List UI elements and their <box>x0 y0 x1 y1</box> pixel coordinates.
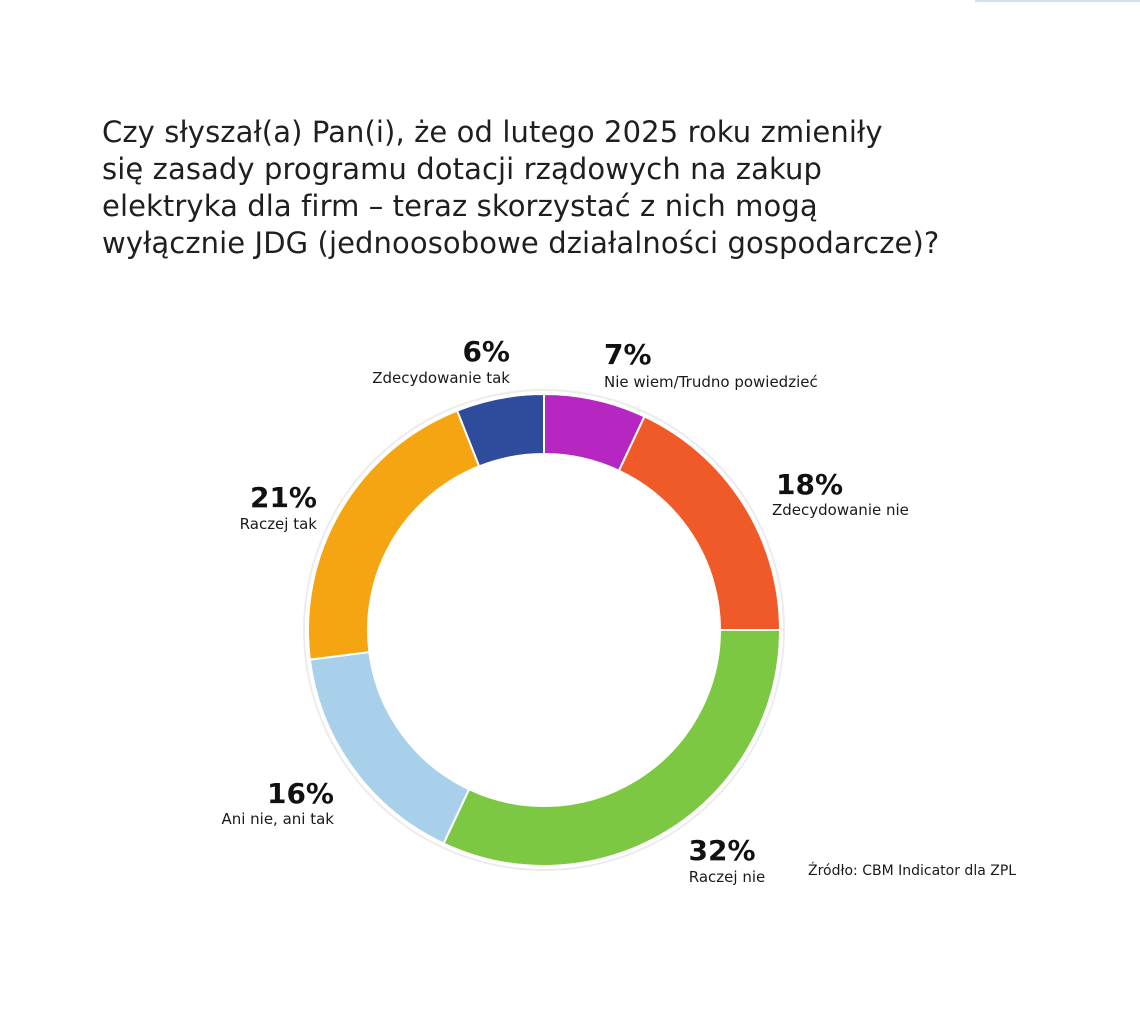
slice-label-nie-wiem: 7% Nie wiem/Trudno powiedzieć <box>604 338 818 391</box>
top-accent-line <box>975 0 1140 2</box>
slice-label-raczej-nie: 32% Raczej nie <box>688 834 765 886</box>
slice-label-zdecydowanie-nie: 18% Zdecydowanie nie <box>772 468 909 519</box>
slice-category-label: Raczej nie <box>689 868 765 886</box>
slice-category-label: Raczej tak <box>240 515 318 533</box>
slice-value-label: 18% <box>776 468 843 501</box>
slice-category-label: Zdecydowanie tak <box>372 369 510 387</box>
donut-outer-halo <box>303 389 785 871</box>
source-note: Źródło: CBM Indicator dla ZPL <box>808 863 1017 879</box>
donut-slice-zdecydowanie-tak <box>455 392 545 468</box>
donut-slices <box>307 392 782 867</box>
slice-category-label: Nie wiem/Trudno powiedzieć <box>604 373 818 391</box>
slice-category-label: Ani nie, ani tak <box>221 810 334 828</box>
slice-value-label: 6% <box>462 335 510 368</box>
chart-title: Czy słyszał(a) Pan(i), że od lutego 2025… <box>102 114 1062 262</box>
donut-slice-zdecydowanie-nie <box>617 415 782 631</box>
slice-value-label: 21% <box>250 481 317 514</box>
slice-value-label: 32% <box>688 834 755 867</box>
chart-title-line: Czy słyszał(a) Pan(i), że od lutego 2025… <box>102 115 883 149</box>
slice-label-zdecydowanie-tak: 6% Zdecydowanie tak <box>372 335 510 387</box>
slice-category-label: Zdecydowanie nie <box>772 501 909 519</box>
donut-slice-raczej-nie <box>442 629 782 867</box>
donut-slice-raczej-tak <box>307 409 481 661</box>
slice-value-label: 16% <box>267 777 334 810</box>
slice-label-ani-nie-ani-tak: 16% Ani nie, ani tak <box>221 777 334 828</box>
slice-label-raczej-tak: 21% Raczej tak <box>240 481 318 533</box>
chart-title-line: wyłącznie JDG (jednoosobowe działalności… <box>102 226 940 260</box>
chart-title-line: się zasady programu dotacji rządowych na… <box>102 152 822 186</box>
slice-value-label: 7% <box>604 338 652 371</box>
chart-title-line: elektryka dla firm – teraz skorzystać z … <box>102 189 818 223</box>
